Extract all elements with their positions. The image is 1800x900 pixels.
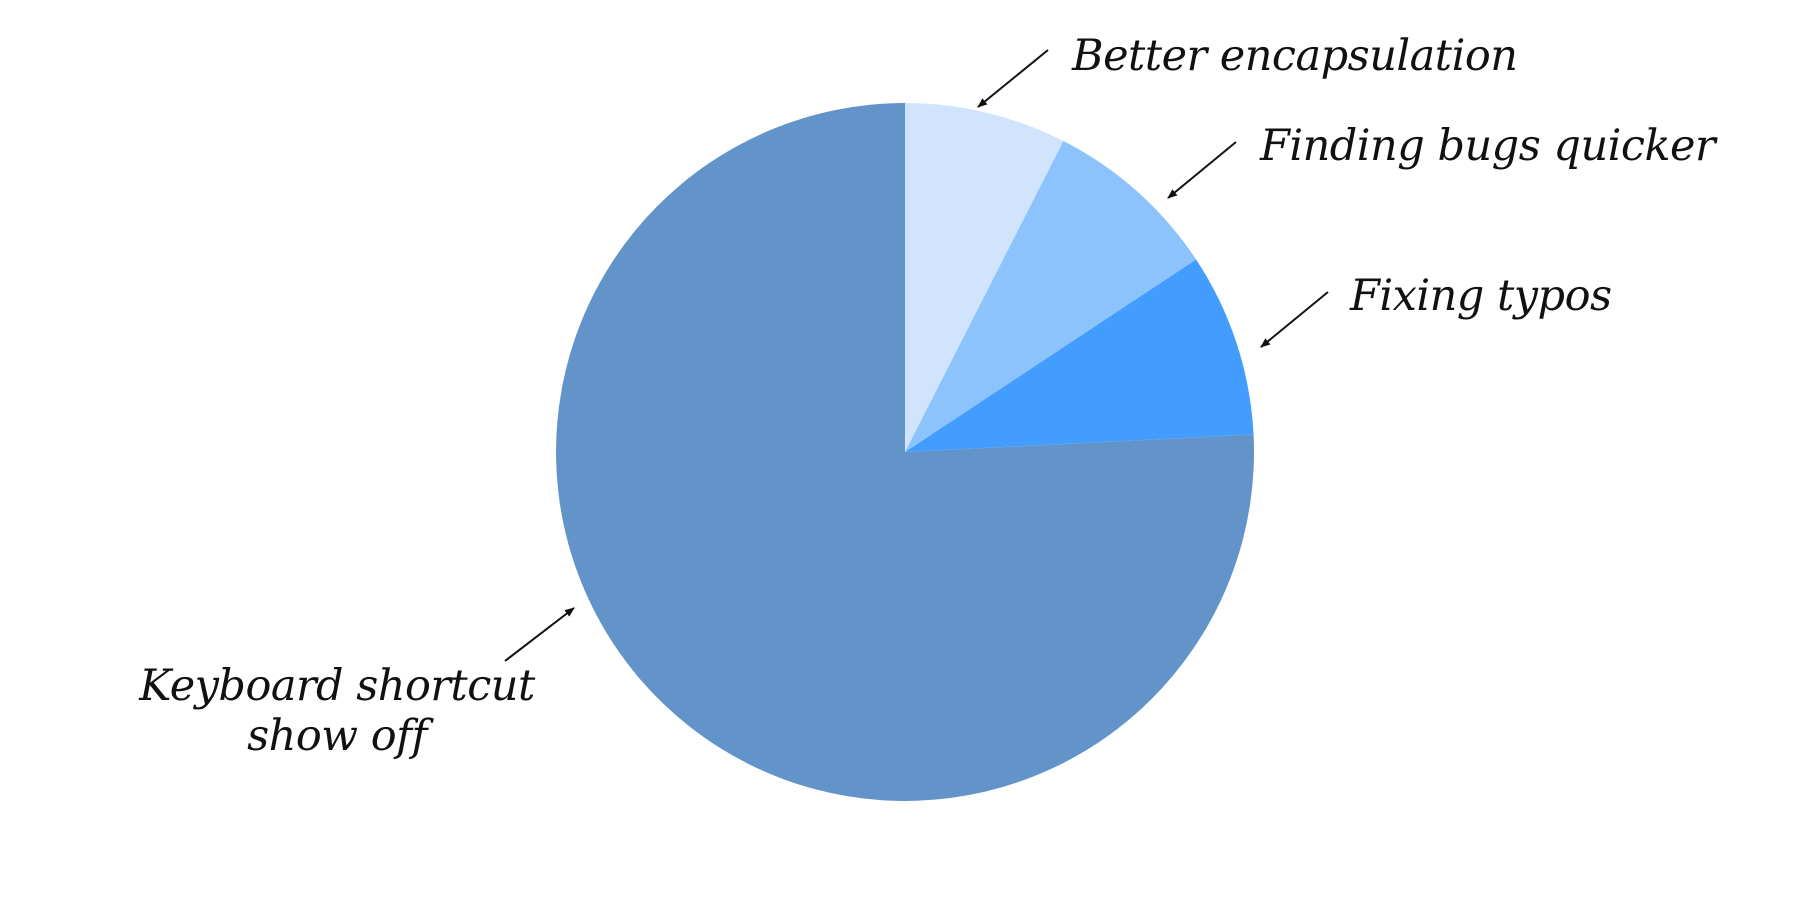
pie-slice-finding-bugs-quicker (905, 141, 1197, 453)
pie-slice-better-encapsulation (905, 103, 1064, 452)
pie-slice-keyboard-shortcut-show-off (556, 103, 1255, 802)
annotation-arrow (1260, 291, 1329, 348)
slice-label: Fixing typos (1349, 271, 1612, 321)
slice-label: Better encapsulation (1071, 31, 1517, 81)
annotation-arrow (977, 49, 1049, 108)
pie-slice-fixing-typos (905, 259, 1254, 452)
slice-labels: Better encapsulation Finding bugs quicker… (138, 31, 1718, 761)
pie-slices (556, 103, 1255, 802)
annotation-arrow (504, 607, 575, 662)
slice-label: Keyboard shortcut show off (138, 661, 536, 761)
annotation-arrow (1167, 141, 1237, 199)
slice-label: Finding bugs quicker (1259, 121, 1718, 171)
